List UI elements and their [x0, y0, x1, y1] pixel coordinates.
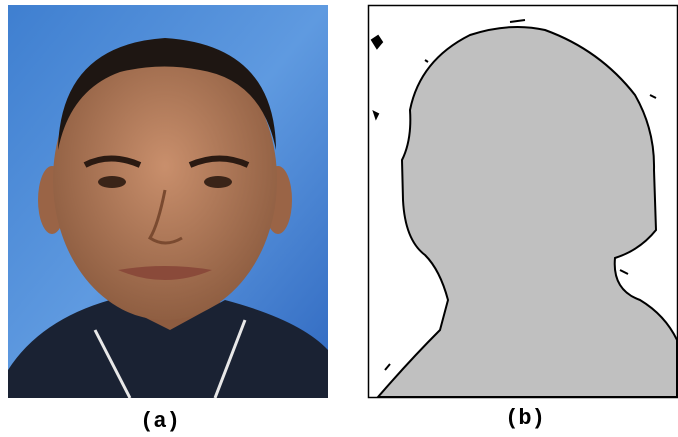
mask — [369, 6, 678, 398]
photo — [8, 5, 328, 398]
panel-label: (a) — [140, 409, 180, 434]
panel-label: (b) — [505, 406, 545, 431]
page: (a) (b) (() => { const data = JSON.parse… — [0, 0, 678, 437]
figure: (a) (b) — [0, 0, 678, 437]
